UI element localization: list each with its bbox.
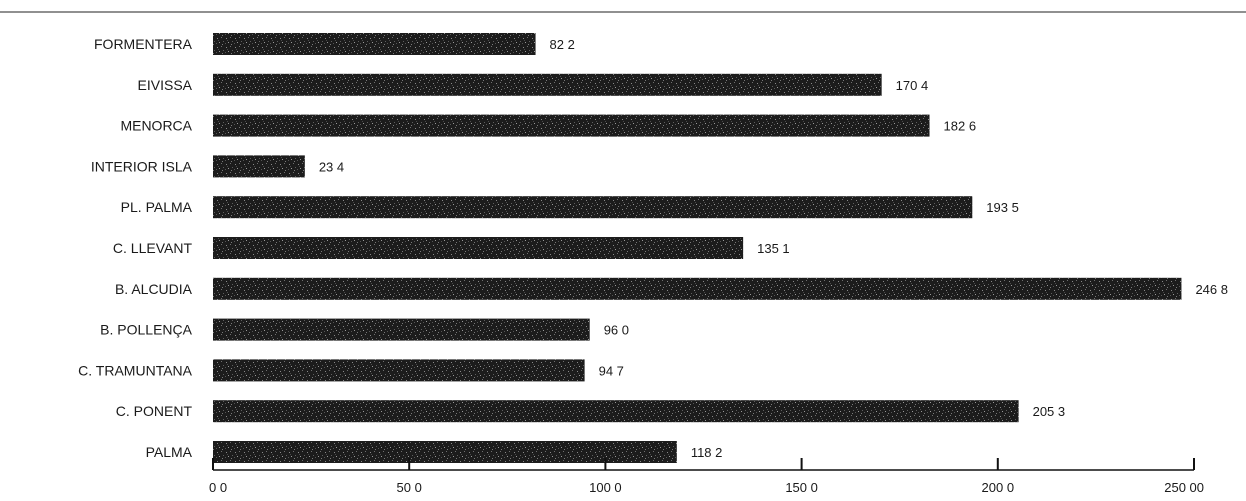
category-label: FORMENTERA (94, 36, 193, 52)
bar (213, 33, 536, 55)
data-label: 94 7 (599, 363, 624, 378)
x-tick-label: 200 0 (982, 480, 1015, 495)
bar (213, 400, 1019, 423)
category-label: PL. PALMA (121, 199, 193, 215)
x-tick-label: 50 0 (397, 480, 422, 495)
data-label: 170 4 (896, 78, 929, 93)
category-label: INTERIOR ISLA (91, 158, 193, 174)
category-label: C. PONENT (116, 403, 193, 419)
x-tick-label: 150 0 (785, 480, 818, 495)
data-label: 246 8 (1195, 282, 1228, 297)
data-label: 96 0 (604, 323, 629, 338)
data-label: 182 6 (944, 119, 977, 134)
bars-layer: FORMENTERA 82 2 EIVISSA 170 4 MENORCA 182 6 IN… (78, 33, 1228, 463)
data-label: 118 2 (691, 445, 723, 460)
data-label: 23 4 (319, 159, 344, 174)
bar (213, 196, 973, 219)
data-label: 135 1 (757, 241, 790, 256)
x-axis: 0 0 50 0 100 0 150 0 200 0 250 00 (209, 458, 1204, 495)
bar (213, 277, 1182, 300)
category-label: B. ALCUDIA (115, 281, 193, 297)
category-label: B. POLLENÇA (100, 322, 192, 338)
category-label: EIVISSA (138, 77, 193, 93)
bar (213, 73, 882, 96)
data-label: 193 5 (986, 200, 1019, 215)
x-tick-label: 250 00 (1164, 480, 1204, 495)
category-label: C. TRAMUNTANA (78, 362, 192, 378)
bar (213, 155, 305, 178)
category-label: MENORCA (120, 118, 192, 134)
bar (213, 359, 585, 382)
x-tick-label: 100 0 (589, 480, 622, 495)
category-label: C. LLEVANT (113, 240, 193, 256)
data-label: 82 2 (550, 37, 575, 52)
bar (213, 114, 930, 137)
category-label: PALMA (146, 444, 193, 460)
bar (213, 237, 744, 259)
x-tick-label: 0 0 (209, 480, 227, 495)
bar (213, 318, 590, 341)
data-label: 205 3 (1033, 404, 1066, 419)
bar (213, 441, 677, 463)
